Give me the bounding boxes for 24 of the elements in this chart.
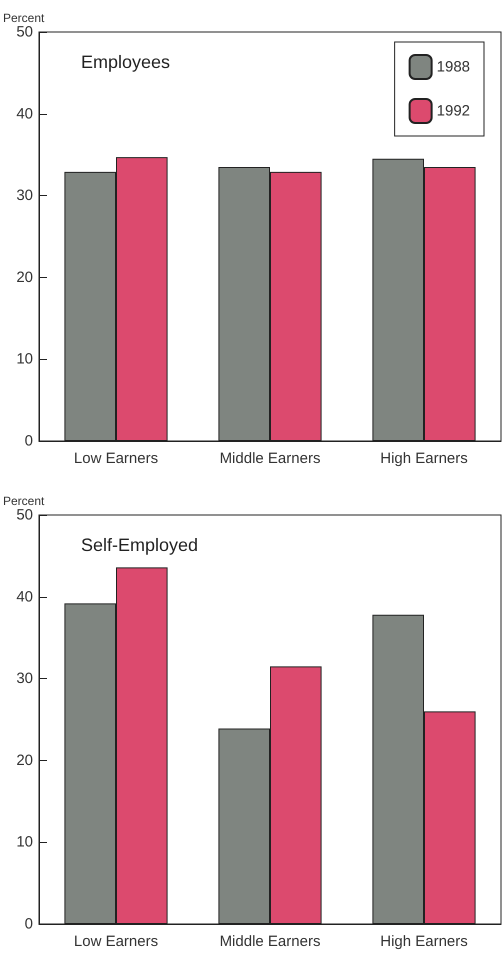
y-tick-label: 20 [16,268,33,286]
x-tick-label: Low Earners [74,450,158,467]
y-axis-title: Percent [3,11,46,25]
y-tick-label: 10 [16,350,33,368]
y-tick-label: 30 [16,187,33,204]
text: Self-Employed [81,535,198,555]
y-tick-label: 50 [16,24,33,40]
text: Employees [81,52,170,72]
y-tick-label: 10 [16,834,33,851]
y-tick-label: 0 [24,916,33,932]
legend-label: 1992 [436,102,470,120]
y-axis-title: Percent [3,494,46,508]
y-tick-label: 0 [24,432,33,450]
y-tick-label: 40 [16,588,33,606]
y-tick-label: 30 [16,670,33,688]
x-tick-label: Middle Earners [220,450,320,467]
x-tick-label: High Earners [380,933,468,950]
x-tick-label: High Earners [380,450,468,467]
y-tick-label: 50 [16,506,33,524]
x-tick-label: Low Earners [74,933,158,950]
y-tick-label: 40 [16,105,33,122]
y-tick-label: 20 [16,752,33,769]
legend-label: 1988 [436,58,470,76]
x-tick-label: Middle Earners [220,933,320,950]
